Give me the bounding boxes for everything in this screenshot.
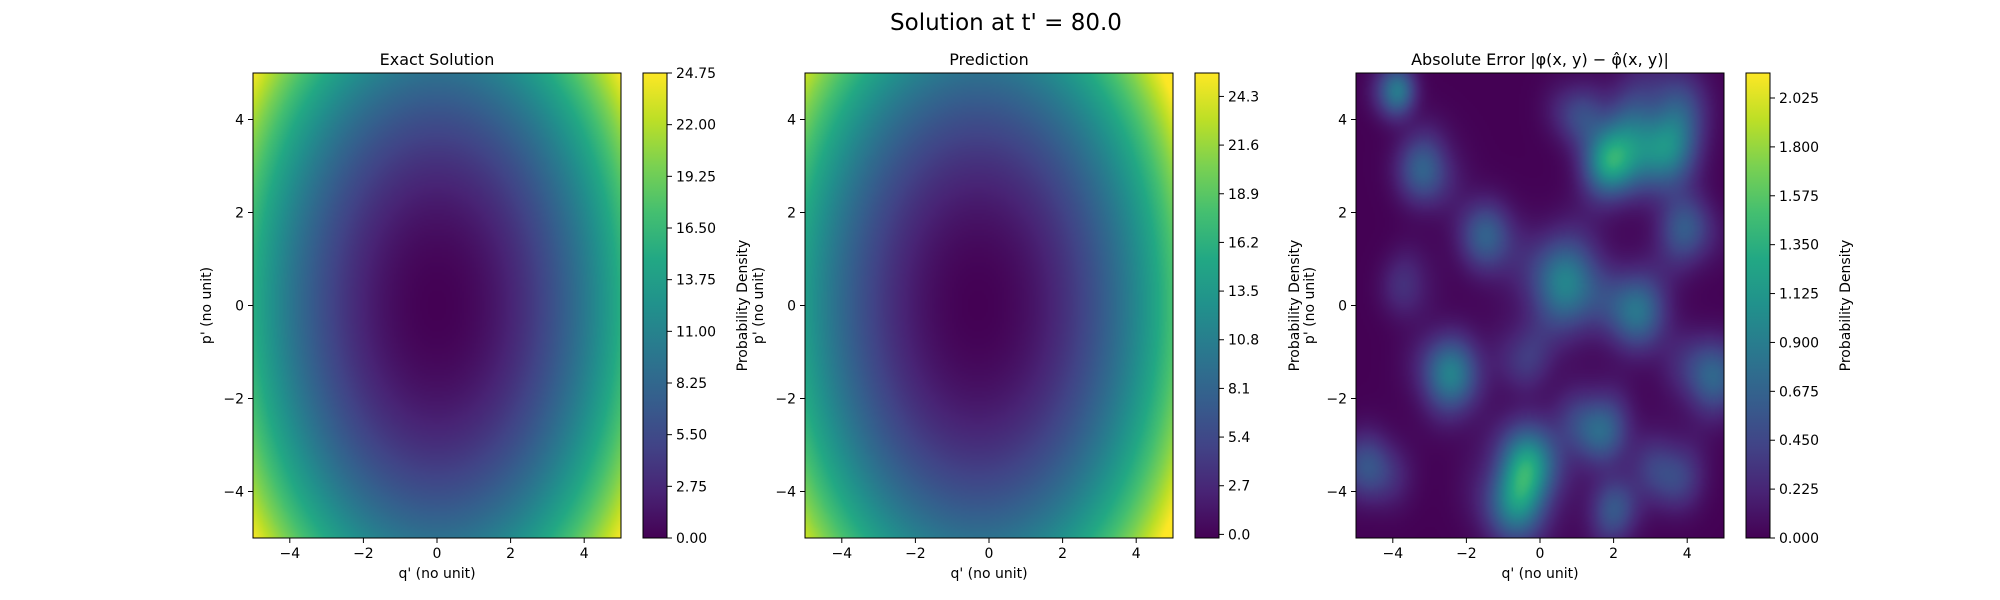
x-axis-label: q' (no unit) — [1501, 566, 1578, 582]
colorbar-tick-label: 8.25 — [676, 376, 707, 392]
y-tick-label: −2 — [1326, 392, 1347, 408]
y-tick-label: −4 — [775, 485, 796, 501]
colorbar-tick-label: 1.125 — [1779, 287, 1819, 303]
colorbar-tick-label: 13.5 — [1228, 284, 1259, 300]
y-tick-label: 0 — [235, 299, 244, 315]
panel-title: Prediction — [949, 50, 1028, 69]
colorbar-tick-label: 16.50 — [676, 221, 716, 237]
colorbar-tick-label: 0.225 — [1779, 482, 1819, 498]
y-tick-label: 2 — [1338, 206, 1347, 222]
colorbar-tick-label: 21.6 — [1228, 138, 1259, 154]
y-tick-label: −4 — [223, 485, 244, 501]
colorbar-label: Probability Density — [1287, 240, 1303, 372]
colorbar-tick-label: 2.7 — [1228, 479, 1250, 495]
colorbar-tick-label: 2.75 — [676, 479, 707, 495]
x-tick-label: 4 — [580, 546, 589, 562]
colorbar-tick-label: 2.025 — [1779, 91, 1819, 107]
colorbar-tick-label: 1.350 — [1779, 238, 1819, 254]
figure-title: Solution at t' = 80.0 — [890, 10, 1122, 36]
y-tick-label: 2 — [235, 206, 244, 222]
colorbar — [642, 72, 668, 539]
y-axis-label: p' (no unit) — [751, 267, 767, 344]
x-tick-label: −4 — [279, 546, 300, 562]
colorbar-tick-label: 13.75 — [676, 273, 716, 289]
heatmap-image — [253, 73, 621, 538]
colorbar-tick-label: 19.25 — [676, 169, 716, 185]
y-tick-label: 4 — [787, 113, 796, 129]
colorbar-tick-label: 0.450 — [1779, 433, 1819, 449]
heatmap-image — [805, 73, 1173, 538]
x-axis-label: q' (no unit) — [398, 566, 475, 582]
colorbar-tick-label: 0.00 — [676, 531, 707, 547]
x-tick-label: −4 — [1382, 546, 1403, 562]
panel-3: Absolute Error |φ(x, y) − φ̂(x, y)| −4 −2 0… — [1302, 50, 1854, 582]
y-axis-label: p' (no unit) — [1302, 267, 1318, 344]
colorbar — [1194, 72, 1220, 539]
colorbar-tick-label: 8.1 — [1228, 381, 1250, 397]
panels: Exact Solution −4 −2 0 2 4 −4 −2 0 2 4 q' (no unit)… — [199, 50, 1854, 582]
colorbar-tick-label: 0.675 — [1779, 384, 1819, 400]
y-tick-label: 4 — [235, 113, 244, 129]
x-tick-label: 0 — [433, 546, 442, 562]
y-tick-label: −2 — [775, 392, 796, 408]
colorbar-label: Probability Density — [735, 240, 751, 372]
panel-2: Prediction −4 −2 0 2 4 −4 −2 0 2 4 q' (no unit) p' (… — [751, 50, 1303, 582]
panel-1: Exact Solution −4 −2 0 2 4 −4 −2 0 2 4 q' (no unit)… — [199, 50, 751, 582]
x-tick-label: 4 — [1683, 546, 1692, 562]
colorbar-tick-label: 16.2 — [1228, 235, 1259, 251]
y-tick-label: 0 — [787, 299, 796, 315]
colorbar-tick-label: 1.800 — [1779, 140, 1819, 156]
colorbar-tick-label: 1.575 — [1779, 189, 1819, 205]
colorbar-tick-label: 24.75 — [676, 66, 716, 82]
x-tick-label: 2 — [1609, 546, 1618, 562]
x-tick-label: 2 — [506, 546, 515, 562]
y-axis-label: p' (no unit) — [199, 267, 215, 344]
colorbar-tick-label: 11.00 — [676, 324, 716, 340]
y-tick-label: 0 — [1338, 299, 1347, 315]
panel-title: Exact Solution — [380, 50, 495, 69]
colorbar — [1745, 72, 1771, 539]
colorbar-label: Probability Density — [1838, 240, 1854, 372]
x-tick-label: −2 — [905, 546, 926, 562]
y-tick-label: −2 — [223, 392, 244, 408]
colorbar-tick-label: 0.0 — [1228, 527, 1250, 543]
x-tick-label: −4 — [831, 546, 852, 562]
x-tick-label: 4 — [1132, 546, 1141, 562]
x-tick-label: −2 — [353, 546, 374, 562]
colorbar-tick-label: 10.8 — [1228, 333, 1259, 349]
x-tick-label: 0 — [1536, 546, 1545, 562]
colorbar-tick-label: 22.00 — [676, 118, 716, 134]
colorbar-tick-label: 24.3 — [1228, 89, 1259, 105]
panel-title: Absolute Error |φ(x, y) − φ̂(x, y)| — [1411, 50, 1669, 69]
colorbar-tick-label: 18.9 — [1228, 187, 1259, 203]
x-tick-label: 0 — [985, 546, 994, 562]
y-tick-label: −4 — [1326, 485, 1347, 501]
colorbar-tick-label: 0.000 — [1779, 531, 1819, 547]
x-tick-label: −2 — [1456, 546, 1477, 562]
y-tick-label: 2 — [787, 206, 796, 222]
x-axis-label: q' (no unit) — [950, 566, 1027, 582]
colorbar-tick-label: 0.900 — [1779, 335, 1819, 351]
colorbar-tick-label: 5.4 — [1228, 430, 1250, 446]
x-tick-label: 2 — [1058, 546, 1067, 562]
heatmap-image — [1356, 73, 1724, 538]
y-tick-label: 4 — [1338, 113, 1347, 129]
colorbar-tick-label: 5.50 — [676, 428, 707, 444]
